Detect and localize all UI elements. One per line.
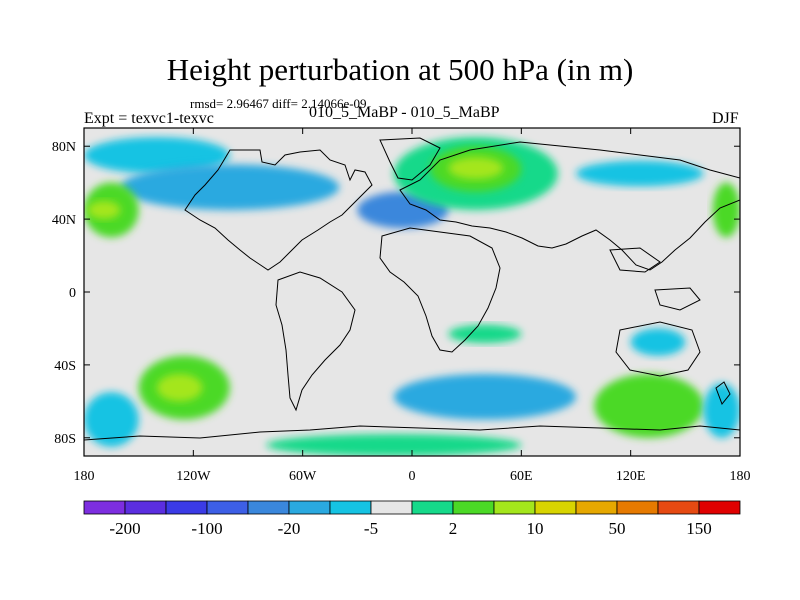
colorbar-swatch-12 [575, 500, 618, 515]
experiment-label: Expt = texvc1-texvc [84, 110, 214, 127]
colorbar-swatch-8 [411, 500, 454, 515]
field-region-eurasia-ridge-core [448, 157, 504, 180]
field-region-south-east-trough [703, 383, 740, 438]
north-america-outline [184, 149, 373, 271]
colorbar-label-5: 10 [527, 519, 544, 538]
y-tick-label-0: 80N [52, 140, 76, 155]
x-tick-label-5: 120E [616, 469, 646, 484]
greenland-outline [379, 137, 441, 181]
y-tick-label-3: 40S [54, 359, 76, 374]
y-tick-label-4: 80S [54, 432, 76, 447]
colorbar-swatch-10 [493, 500, 536, 515]
south-america-outline [275, 271, 356, 412]
colorbar-label-3: -5 [364, 519, 378, 538]
colorbar-swatch-0 [83, 500, 126, 515]
field-region-pacific-east-ridge [712, 182, 740, 238]
x-tick-label-2: 60W [289, 469, 317, 484]
colorbar-label-6: 50 [609, 519, 626, 538]
x-tick-label-4: 60E [510, 469, 533, 484]
colorbar-swatch-3 [206, 500, 249, 515]
africa-outline [379, 227, 501, 353]
x-tick-label-0: 180 [74, 469, 95, 484]
field-region-north-pacific-trough [120, 164, 340, 211]
colorbar-label-4: 2 [449, 519, 458, 538]
maritime-continent-outline [609, 247, 701, 311]
field-region-south-pacific-core [156, 374, 203, 402]
new-zealand-outline [715, 381, 731, 405]
colorbar-swatch-15 [698, 500, 741, 515]
y-tick-label-2: 0 [69, 286, 76, 301]
colorbar-swatch-1 [124, 500, 167, 515]
colorbar-swatch-13 [616, 500, 659, 515]
colorbar-swatch-4 [247, 500, 290, 515]
colorbar-label-0: -200 [109, 519, 140, 538]
stats-label: rmsd= 2.96467 diff= 2.14066e-09 [190, 96, 367, 111]
field-region-south-africa-ridge [448, 324, 522, 344]
colorbar-swatch-14 [657, 500, 700, 515]
field-region-antarctic-ridge-band [266, 434, 522, 456]
eurasia-outline [399, 141, 740, 271]
field-region-south-atlantic-trough [393, 374, 576, 420]
colorbar-label-7: 150 [686, 519, 712, 538]
field-region-southern-ocean-ridge [594, 374, 704, 438]
colorbar-swatch-6 [329, 500, 372, 515]
colorbar-swatch-9 [452, 500, 495, 515]
x-tick-label-1: 120W [176, 469, 211, 484]
x-tick-label-3: 0 [409, 469, 416, 484]
field-region-south-pacific-west-trough [84, 392, 139, 447]
continent-outlines [84, 137, 740, 441]
chart-title: Height perturbation at 500 hPa (in m) [166, 52, 634, 87]
colorbar-swatch-7 [370, 500, 413, 515]
field-region-pacific-west-core [87, 200, 121, 220]
field-region-siberia-trough [576, 160, 704, 187]
field-region-australia-trough [630, 328, 686, 356]
colorbar-swatch-11 [534, 500, 577, 515]
x-tick-label-6: 180 [730, 469, 751, 484]
colorbar-label-2: -20 [278, 519, 301, 538]
field-layer [84, 128, 740, 456]
colorbar-label-1: -100 [191, 519, 222, 538]
cases-label: 010_5_MaBP - 010_5_MaBP [309, 104, 500, 121]
season-label: DJF [712, 110, 739, 127]
axis-ticks: 180 120W 60W 0 60E 120E 180 80N 40N 0 40S 80S [52, 128, 751, 484]
field-region-north-polar-band [84, 137, 230, 174]
antarctica-outline [84, 425, 740, 441]
colorbar-swatch-2 [165, 500, 208, 515]
colorbar: -200 -100 -20 -5 2 10 50 150 [83, 500, 741, 538]
australia-outline [615, 321, 701, 377]
y-tick-label-1: 40N [52, 213, 76, 228]
colorbar-swatch-5 [288, 500, 331, 515]
